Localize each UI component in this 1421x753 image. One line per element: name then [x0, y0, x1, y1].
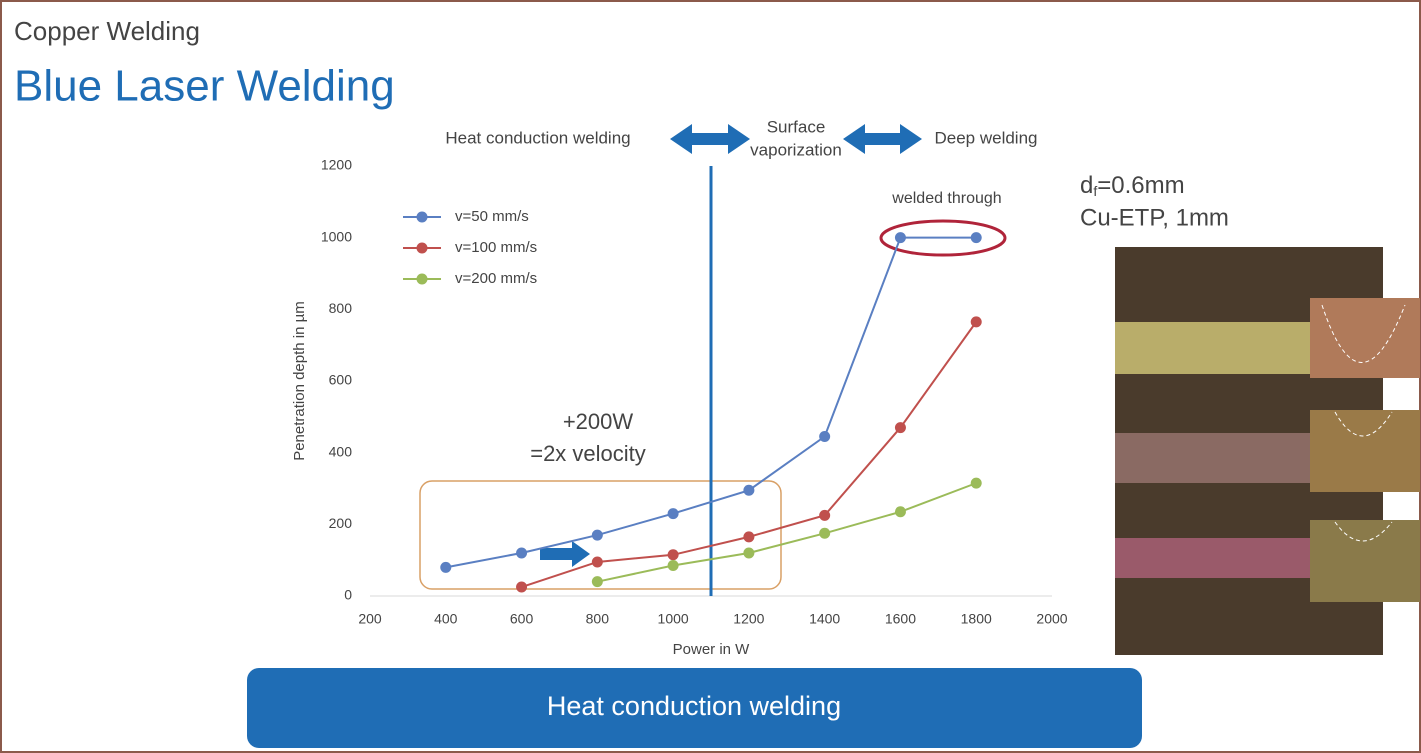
data-point	[591, 576, 603, 588]
y-tick-label: 800	[329, 300, 353, 316]
region-label: vaporization	[750, 140, 842, 159]
arrow	[540, 541, 590, 567]
legend-label: v=100 mm/s	[455, 239, 537, 256]
series-line	[445, 236, 977, 569]
legend-marker	[416, 242, 428, 254]
data-point	[894, 422, 906, 434]
y-tick-label: 400	[329, 443, 353, 459]
x-tick-label: 1800	[961, 611, 992, 627]
subscript: f	[1093, 183, 1097, 199]
data-point	[819, 509, 831, 521]
data-point	[743, 484, 755, 496]
data-point	[970, 477, 982, 489]
x-tick-label: 1200	[733, 611, 764, 627]
x-tick-label: 400	[434, 611, 458, 627]
data-point	[819, 431, 831, 443]
y-tick-label: 200	[329, 515, 353, 531]
data-point	[970, 316, 982, 328]
annotation: =2x velocity	[530, 441, 646, 466]
x-tick-label: 1000	[658, 611, 689, 627]
banner	[247, 668, 1142, 748]
y-tick-label: 1000	[321, 228, 352, 244]
value: =0.6mm	[1097, 172, 1184, 199]
x-axis-label: Power in W	[673, 641, 751, 658]
data-point	[591, 529, 603, 541]
highlight-box	[419, 480, 782, 590]
data-point	[667, 549, 679, 561]
legend-marker	[416, 273, 428, 285]
region-label: Heat conduction welding	[445, 128, 630, 147]
focus-diameter: df=0.6mm	[1080, 172, 1185, 199]
annotation: welded through	[891, 190, 1001, 207]
highlight-ellipse	[879, 219, 1007, 257]
x-tick-label: 2000	[1036, 611, 1067, 627]
legend-label: v=200 mm/s	[455, 270, 537, 287]
data-point	[743, 547, 755, 559]
region-label: Deep welding	[934, 128, 1037, 147]
data-point	[591, 556, 603, 568]
material: Cu-ETP, 1mm	[1080, 204, 1229, 231]
x-tick-label: 200	[358, 611, 382, 627]
symbol: d	[1080, 172, 1093, 199]
y-tick-label: 0	[344, 587, 352, 603]
section-title: Copper Welding	[14, 16, 200, 46]
data-point	[894, 232, 906, 244]
data-point	[667, 508, 679, 520]
y-axis-label: Penetration depth in µm	[291, 301, 308, 461]
data-point	[743, 531, 755, 543]
data-point	[516, 547, 528, 559]
data-point	[516, 581, 528, 593]
legend-label: v=50 mm/s	[455, 208, 529, 225]
weld-photo	[1115, 247, 1420, 655]
x-tick-label: 800	[586, 611, 610, 627]
x-tick-label: 1600	[885, 611, 916, 627]
slide-title: Blue Laser Welding	[14, 62, 395, 111]
banner-text: Heat conduction welding	[547, 691, 841, 721]
y-tick-label: 600	[329, 372, 353, 388]
data-point	[894, 506, 906, 518]
x-tick-label: 1400	[809, 611, 840, 627]
region-label: Surface	[767, 117, 826, 136]
series-line	[597, 482, 977, 583]
data-point	[440, 561, 452, 573]
legend-marker	[416, 211, 428, 223]
data-point	[667, 560, 679, 572]
annotation: +200W	[563, 409, 634, 434]
y-tick-label: 1200	[321, 157, 352, 173]
double-arrow	[670, 124, 750, 154]
double-arrow	[843, 124, 922, 154]
data-point	[819, 527, 831, 539]
x-tick-label: 600	[510, 611, 534, 627]
data-point	[970, 232, 982, 244]
